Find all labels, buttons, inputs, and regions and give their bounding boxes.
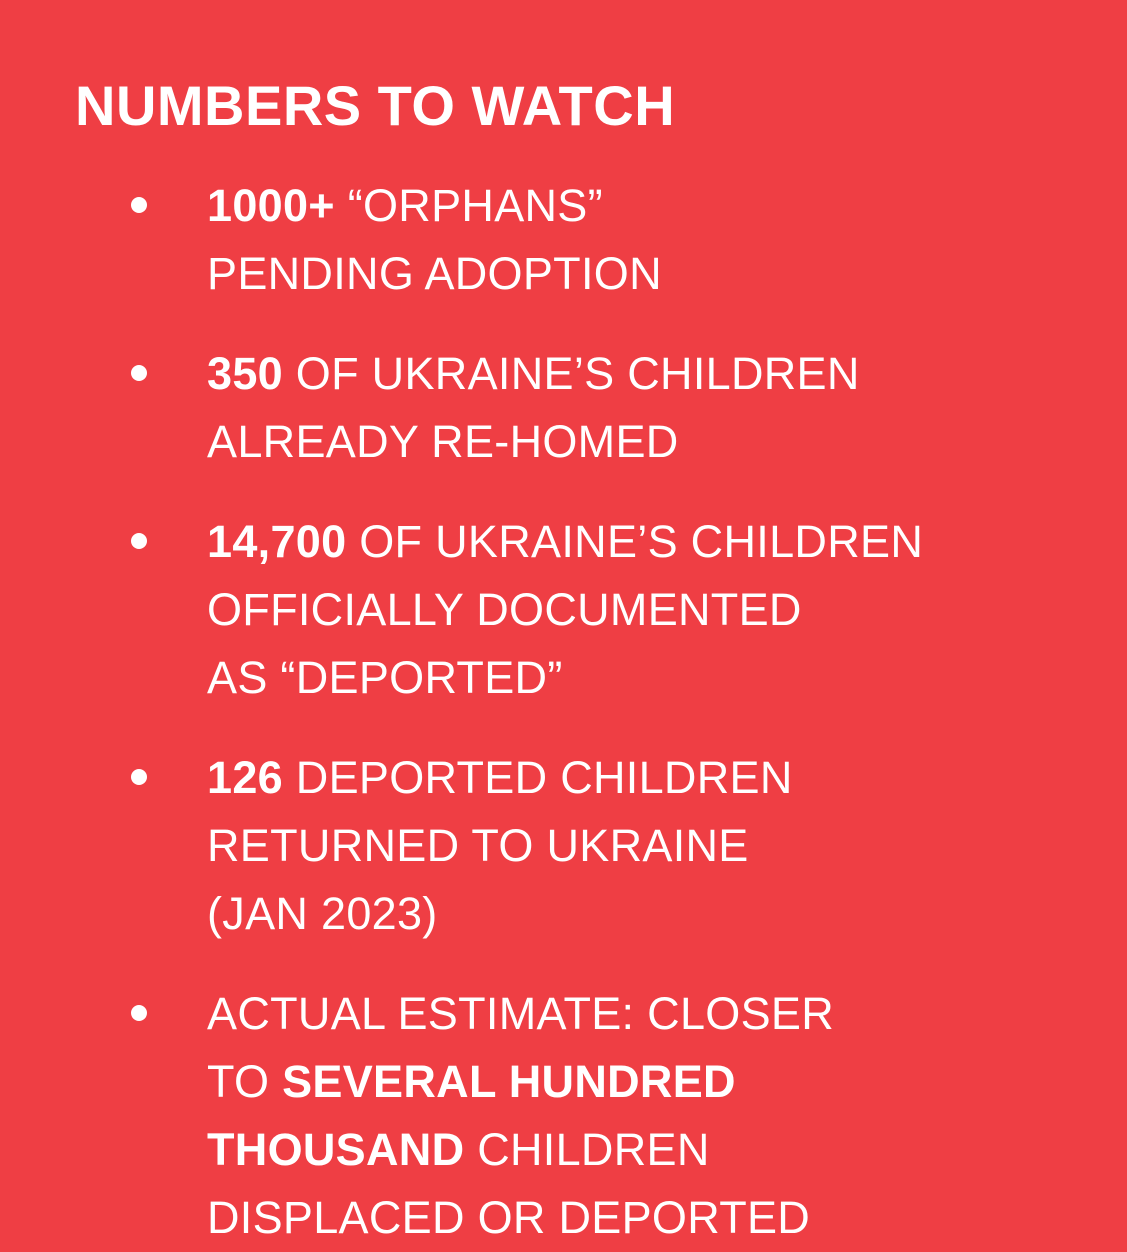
bullet-icon bbox=[131, 1005, 147, 1021]
item-line: ALREADY RE-HOMED bbox=[207, 416, 679, 467]
item-line: THOUSAND CHILDREN bbox=[207, 1116, 1127, 1184]
item-line: (JAN 2023) bbox=[207, 888, 438, 939]
line-text: CHILDREN bbox=[464, 1124, 710, 1175]
numbers-card: NUMBERS TO WATCH 1000+ “ORPHANS” PENDING… bbox=[75, 74, 923, 1243]
highlight-text: SEVERAL HUNDRED bbox=[282, 1056, 736, 1107]
item-line: PENDING ADOPTION bbox=[207, 248, 662, 299]
line-text: OF UKRAINE’S CHILDREN bbox=[282, 348, 860, 399]
bullet-icon bbox=[131, 533, 147, 549]
stats-list: 1000+ “ORPHANS” PENDING ADOPTION 350 OF … bbox=[75, 172, 1127, 1252]
highlight-number: 14,700 bbox=[207, 516, 347, 567]
highlight-number: 1000+ bbox=[207, 180, 335, 231]
line-text: TO bbox=[207, 1056, 283, 1107]
item-line: DISPLACED OR DEPORTED bbox=[207, 1192, 811, 1243]
item-line: 1000+ “ORPHANS” bbox=[207, 172, 1127, 240]
list-item: 126 DEPORTED CHILDREN RETURNED TO UKRAIN… bbox=[131, 744, 1127, 948]
item-line: OFFICIALLY DOCUMENTED bbox=[207, 584, 802, 635]
card-title: NUMBERS TO WATCH bbox=[75, 74, 676, 137]
item-line: 126 DEPORTED CHILDREN bbox=[207, 744, 1127, 812]
list-item: 1000+ “ORPHANS” PENDING ADOPTION bbox=[131, 172, 1127, 308]
item-line: 350 OF UKRAINE’S CHILDREN bbox=[207, 340, 1127, 408]
item-line: ACTUAL ESTIMATE: CLOSER bbox=[207, 988, 835, 1039]
bullet-icon bbox=[131, 769, 147, 785]
list-item: ACTUAL ESTIMATE: CLOSER TO SEVERAL HUNDR… bbox=[131, 980, 1127, 1252]
line-text: DEPORTED CHILDREN bbox=[282, 752, 793, 803]
bullet-icon bbox=[131, 365, 147, 381]
line-text: “ORPHANS” bbox=[334, 180, 603, 231]
item-line: RETURNED TO UKRAINE bbox=[207, 820, 749, 871]
item-line: TO SEVERAL HUNDRED bbox=[207, 1048, 1127, 1116]
bullet-icon bbox=[131, 197, 147, 213]
item-line: AS “DEPORTED” bbox=[207, 652, 563, 703]
list-item: 14,700 OF UKRAINE’S CHILDREN OFFICIALLY … bbox=[131, 508, 1127, 712]
highlight-number: 350 bbox=[207, 348, 283, 399]
list-item: 350 OF UKRAINE’S CHILDREN ALREADY RE-HOM… bbox=[131, 340, 1127, 476]
highlight-number: 126 bbox=[207, 752, 283, 803]
line-text: OF UKRAINE’S CHILDREN bbox=[346, 516, 924, 567]
highlight-text: THOUSAND bbox=[207, 1124, 465, 1175]
item-line: 14,700 OF UKRAINE’S CHILDREN bbox=[207, 508, 1127, 576]
